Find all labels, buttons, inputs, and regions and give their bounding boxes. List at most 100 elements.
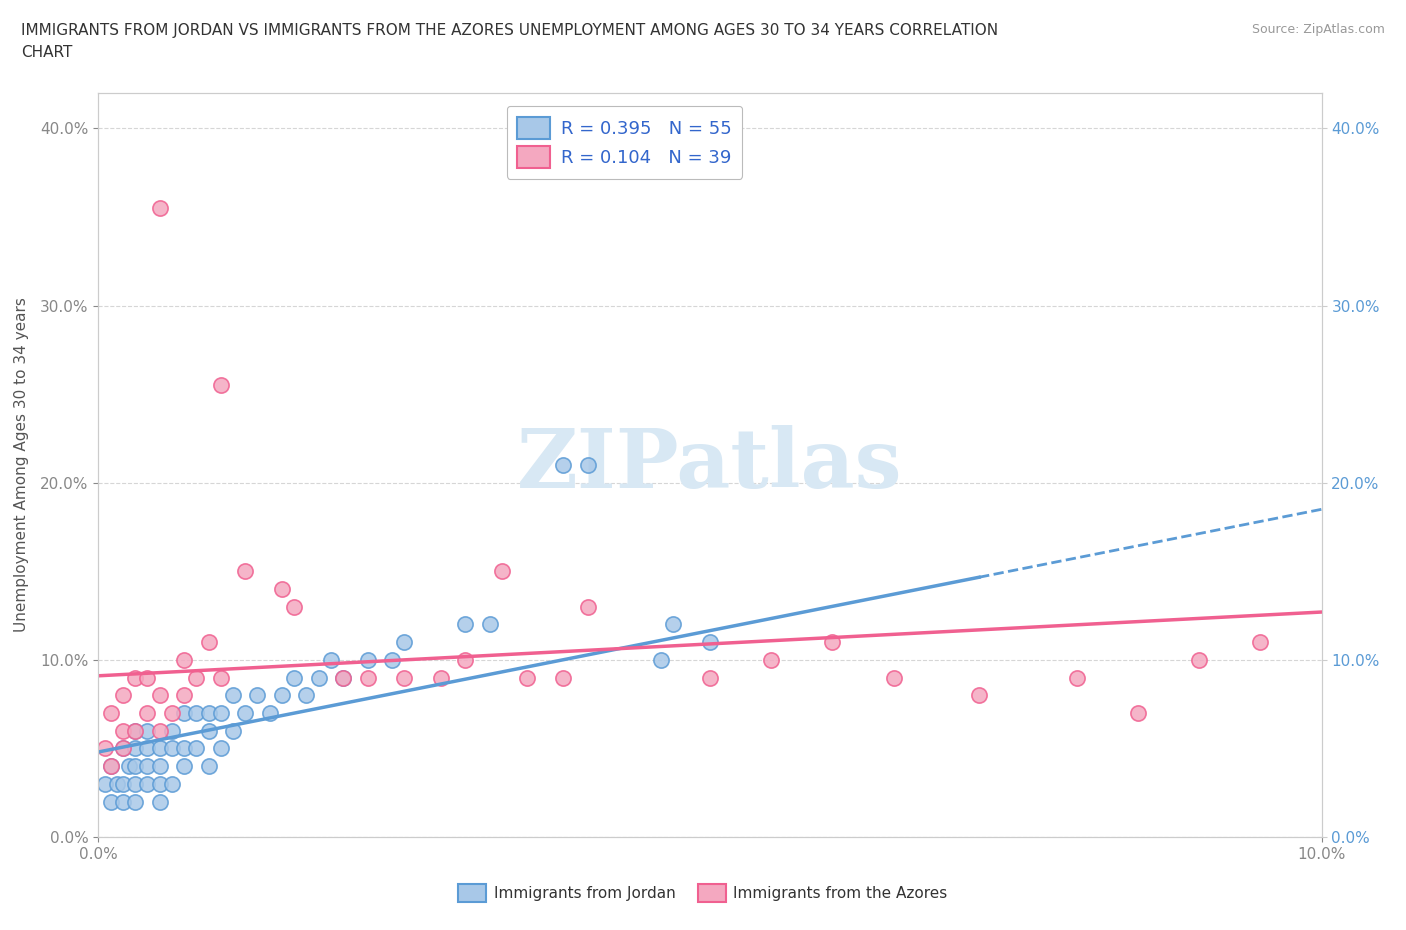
Point [759,653,782,668]
Point [270,581,292,596]
Point [576,599,599,614]
Point [650,653,672,668]
Point [124,741,146,756]
Point [197,759,219,774]
Point [283,671,305,685]
Point [308,671,330,685]
Point [516,671,538,685]
Point [246,688,269,703]
Point [332,671,354,685]
Point [160,777,183,791]
Point [149,794,172,809]
Point [111,741,134,756]
Text: ZIPatlas: ZIPatlas [517,425,903,505]
Point [173,741,195,756]
Point [332,671,354,685]
Point [699,671,721,685]
Point [136,759,159,774]
Point [392,671,416,685]
Point [553,671,575,685]
Legend: R = 0.395   N = 55, R = 0.104   N = 39: R = 0.395 N = 55, R = 0.104 N = 39 [506,106,742,179]
Point [821,634,844,649]
Point [454,653,477,668]
Point [111,777,134,791]
Point [124,794,146,809]
Point [197,634,219,649]
Point [233,706,256,721]
Point [149,777,172,791]
Point [883,671,905,685]
Point [93,741,115,756]
Point [111,724,134,738]
Point [173,688,195,703]
Point [222,688,245,703]
Point [553,458,575,472]
Point [149,724,172,738]
Point [93,777,115,791]
Point [111,794,134,809]
Point [1066,671,1088,685]
Point [111,741,134,756]
Point [381,653,404,668]
Point [124,671,146,685]
Point [105,777,128,791]
Point [209,741,232,756]
Point [392,634,416,649]
Point [124,724,146,738]
Point [136,724,159,738]
Point [270,688,292,703]
Point [149,201,172,216]
Point [100,759,122,774]
Point [197,706,219,721]
Point [124,724,146,738]
Point [100,759,122,774]
Point [186,671,208,685]
Point [100,706,122,721]
Point [1128,706,1150,721]
Legend: Immigrants from Jordan, Immigrants from the Azores: Immigrants from Jordan, Immigrants from … [453,878,953,909]
Point [209,671,232,685]
Point [967,688,990,703]
Point [160,724,183,738]
Point [136,706,159,721]
Point [283,599,305,614]
Point [356,653,378,668]
Point [124,759,146,774]
Point [136,777,159,791]
Point [356,671,378,685]
Y-axis label: Unemployment Among Ages 30 to 34 years: Unemployment Among Ages 30 to 34 years [14,298,30,632]
Point [173,706,195,721]
Point [149,741,172,756]
Point [491,564,513,578]
Point [149,688,172,703]
Point [478,617,501,631]
Point [124,777,146,791]
Point [160,706,183,721]
Point [160,741,183,756]
Point [319,653,342,668]
Text: Source: ZipAtlas.com: Source: ZipAtlas.com [1251,23,1385,36]
Point [259,706,281,721]
Point [1249,634,1271,649]
Text: IMMIGRANTS FROM JORDAN VS IMMIGRANTS FROM THE AZORES UNEMPLOYMENT AMONG AGES 30 : IMMIGRANTS FROM JORDAN VS IMMIGRANTS FRO… [21,23,998,38]
Point [295,688,318,703]
Point [662,617,685,631]
Point [454,617,477,631]
Point [118,759,141,774]
Point [1188,653,1211,668]
Point [209,378,232,392]
Point [430,671,453,685]
Point [173,653,195,668]
Point [186,741,208,756]
Point [233,564,256,578]
Point [149,759,172,774]
Point [222,724,245,738]
Point [197,724,219,738]
Point [699,634,721,649]
Point [209,706,232,721]
Point [576,458,599,472]
Text: CHART: CHART [21,45,73,60]
Point [186,706,208,721]
Point [136,741,159,756]
Point [173,759,195,774]
